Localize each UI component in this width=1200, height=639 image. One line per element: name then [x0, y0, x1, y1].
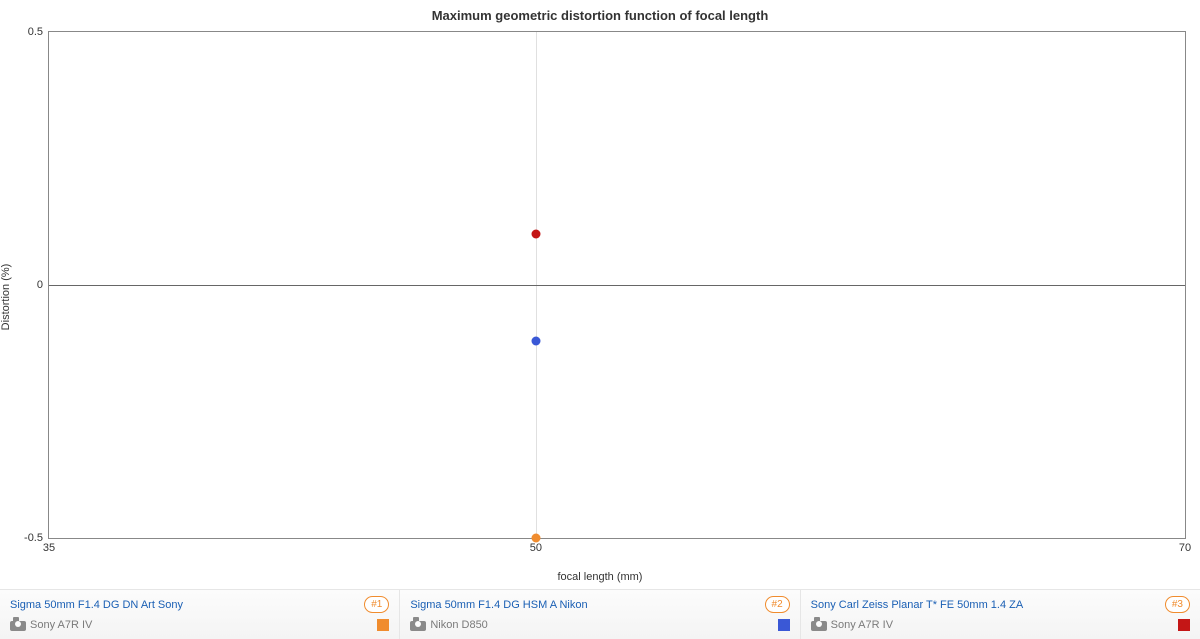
y-tick: 0: [37, 279, 49, 291]
legend: Sigma 50mm F1.4 DG DN Art Sony #1 Sony A7R…: [0, 589, 1200, 639]
zero-line: [49, 285, 1185, 286]
chart-title: Maximum geometric distortion function of…: [0, 0, 1200, 27]
color-swatch: [377, 619, 389, 631]
color-swatch: [778, 619, 790, 631]
camera-icon: [410, 619, 426, 631]
legend-card: Sigma 50mm F1.4 DG DN Art Sony #1 Sony A7R…: [0, 590, 400, 639]
rank-badge: #1: [364, 596, 389, 613]
legend-card: Sigma 50mm F1.4 DG HSM A Nikon #2 Nikon D8…: [400, 590, 800, 639]
x-tick: 35: [43, 538, 55, 554]
y-tick: 0.5: [28, 26, 49, 38]
lens-link[interactable]: Sony Carl Zeiss Planar T* FE 50mm 1.4 ZA: [811, 599, 1024, 611]
data-point[interactable]: [531, 336, 540, 345]
lens-link[interactable]: Sigma 50mm F1.4 DG DN Art Sony: [10, 599, 183, 611]
x-axis-label: focal length (mm): [0, 567, 1200, 589]
data-point[interactable]: [531, 230, 540, 239]
camera-icon: [10, 619, 26, 631]
plot-region: -0.500.5355070: [48, 31, 1186, 539]
chart-area: Distortion (%) -0.500.5355070: [0, 27, 1200, 567]
camera-icon: [811, 619, 827, 631]
rank-badge: #2: [765, 596, 790, 613]
x-tick: 70: [1179, 538, 1191, 554]
rank-badge: #3: [1165, 596, 1190, 613]
camera-label: Nikon D850: [410, 619, 487, 631]
x-tick: 50: [530, 538, 542, 554]
camera-label: Sony A7R IV: [811, 619, 893, 631]
legend-card: Sony Carl Zeiss Planar T* FE 50mm 1.4 ZA…: [801, 590, 1200, 639]
color-swatch: [1178, 619, 1190, 631]
y-axis-label: Distortion (%): [0, 264, 12, 331]
camera-label: Sony A7R IV: [10, 619, 92, 631]
lens-link[interactable]: Sigma 50mm F1.4 DG HSM A Nikon: [410, 599, 587, 611]
